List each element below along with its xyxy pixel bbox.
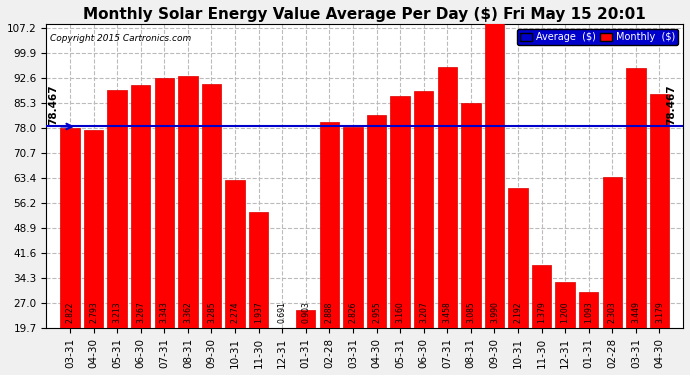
Text: 3.990: 3.990 — [490, 301, 499, 323]
Text: 78.467: 78.467 — [667, 84, 676, 125]
Bar — [249, 211, 268, 375]
Bar — [509, 188, 528, 375]
Text: 0.903: 0.903 — [302, 301, 310, 323]
Bar — [485, 16, 504, 375]
Text: 1.200: 1.200 — [561, 302, 570, 323]
Text: 1.937: 1.937 — [254, 301, 263, 323]
Bar — [414, 91, 433, 375]
Bar — [273, 330, 292, 375]
Text: 1.093: 1.093 — [584, 301, 593, 323]
Text: 0.691: 0.691 — [277, 301, 287, 323]
Text: 3.285: 3.285 — [207, 302, 216, 323]
Bar — [627, 68, 646, 375]
Bar — [178, 76, 197, 375]
Text: 1.379: 1.379 — [537, 301, 546, 323]
Bar — [555, 282, 575, 375]
Title: Monthly Solar Energy Value Average Per Day ($) Fri May 15 20:01: Monthly Solar Energy Value Average Per D… — [83, 7, 646, 22]
Bar — [437, 67, 457, 375]
Bar — [131, 85, 150, 375]
Text: 3.213: 3.213 — [112, 302, 121, 323]
Bar — [532, 265, 551, 375]
Bar — [296, 310, 315, 375]
Bar — [367, 115, 386, 375]
Text: 78.467: 78.467 — [48, 84, 59, 125]
Bar — [461, 102, 480, 375]
Text: 2.888: 2.888 — [325, 302, 334, 323]
Bar — [319, 122, 339, 375]
Bar — [84, 130, 103, 375]
Text: 3.267: 3.267 — [136, 301, 145, 323]
Text: 2.303: 2.303 — [608, 301, 617, 323]
Text: 3.449: 3.449 — [631, 301, 640, 323]
Bar — [226, 180, 245, 375]
Bar — [579, 292, 598, 375]
Text: 3.207: 3.207 — [420, 301, 428, 323]
Text: 3.179: 3.179 — [655, 301, 664, 323]
Text: 2.822: 2.822 — [66, 302, 75, 323]
Text: 2.793: 2.793 — [89, 301, 98, 323]
Bar — [108, 90, 127, 375]
Text: 2.192: 2.192 — [513, 302, 522, 323]
Legend: Average  ($), Monthly  ($): Average ($), Monthly ($) — [518, 29, 678, 45]
Bar — [155, 78, 174, 375]
Text: 2.826: 2.826 — [348, 302, 357, 323]
Bar — [60, 128, 79, 375]
Text: 2.274: 2.274 — [230, 302, 239, 323]
Bar — [201, 84, 221, 375]
Text: Copyright 2015 Cartronics.com: Copyright 2015 Cartronics.com — [50, 34, 191, 43]
Bar — [650, 94, 669, 375]
Bar — [602, 177, 622, 375]
Text: 3.362: 3.362 — [184, 301, 193, 323]
Bar — [344, 127, 363, 375]
Bar — [391, 96, 410, 375]
Text: 3.458: 3.458 — [443, 301, 452, 323]
Text: 2.955: 2.955 — [372, 301, 381, 323]
Text: 3.343: 3.343 — [160, 301, 169, 323]
Text: 3.085: 3.085 — [466, 301, 475, 323]
Text: 3.160: 3.160 — [395, 301, 404, 323]
